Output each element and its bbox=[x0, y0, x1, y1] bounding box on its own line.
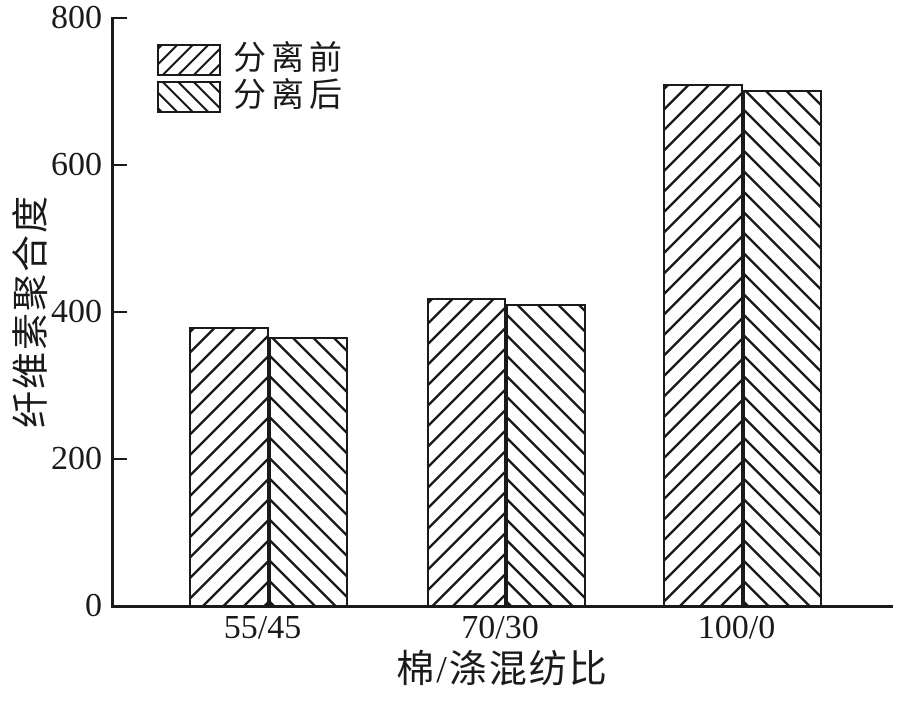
bar-before-group2 bbox=[426, 298, 506, 608]
legend-item-before-separation: 分离前 bbox=[157, 41, 347, 78]
bar-after-group3 bbox=[742, 90, 822, 608]
bar-after-group2 bbox=[506, 303, 586, 608]
legend-item-after-separation: 分离后 bbox=[157, 78, 347, 115]
slash-hatch-swatch-icon bbox=[157, 80, 221, 113]
backslash-hatch-swatch-icon bbox=[157, 43, 221, 76]
x-category-label: 55/45 bbox=[223, 609, 302, 646]
y-axis-line bbox=[111, 17, 114, 607]
y-tick-label: 0 bbox=[85, 587, 102, 624]
y-tick-mark bbox=[113, 16, 127, 20]
y-tick-label: 800 bbox=[51, 0, 102, 36]
x-category-label: 70/30 bbox=[461, 609, 539, 646]
bar-before-group1 bbox=[189, 326, 269, 608]
y-tick-label: 600 bbox=[51, 146, 102, 183]
y-tick-label: 400 bbox=[51, 293, 102, 330]
y-tick-mark bbox=[113, 310, 127, 314]
x-category-label: 100/0 bbox=[697, 609, 776, 646]
y-tick-mark bbox=[113, 163, 127, 167]
x-axis-title: 棉/涤混纺比 bbox=[396, 649, 609, 691]
legend: 分离前 分离后 bbox=[157, 41, 347, 115]
y-tick-label: 200 bbox=[51, 440, 102, 477]
bar-after-group1 bbox=[268, 336, 348, 608]
legend-label-after: 分离后 bbox=[233, 78, 347, 114]
bar-before-group3 bbox=[663, 84, 743, 608]
legend-label-before: 分离前 bbox=[233, 41, 347, 77]
y-tick-mark bbox=[113, 457, 127, 461]
